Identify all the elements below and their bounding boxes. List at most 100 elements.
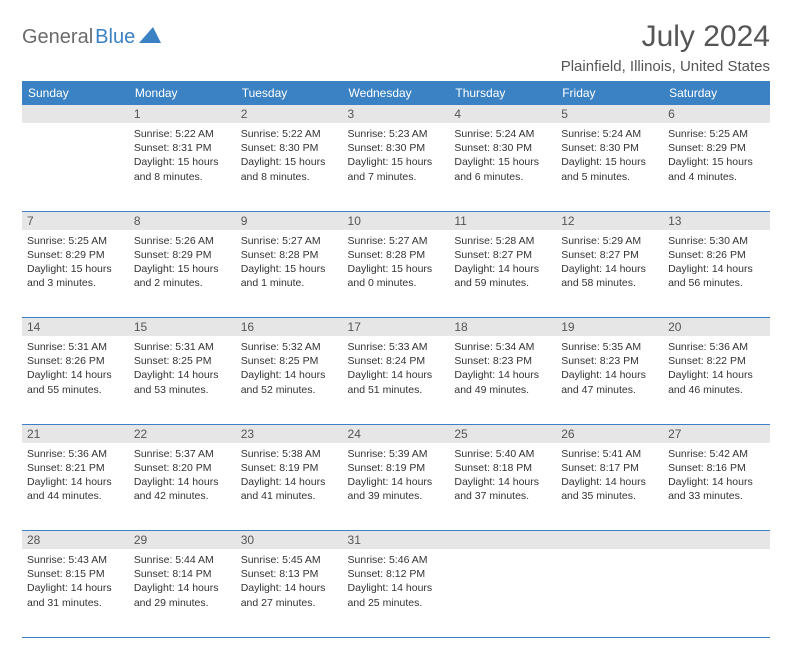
weekday-header: Wednesday [343,81,450,105]
daylight-text: Daylight: 14 hours and 55 minutes. [27,368,124,396]
sunset-text: Sunset: 8:30 PM [561,141,658,155]
day-cell: Sunrise: 5:31 AMSunset: 8:26 PMDaylight:… [22,336,129,424]
sunset-text: Sunset: 8:30 PM [348,141,445,155]
sunset-text: Sunset: 8:13 PM [241,567,338,581]
daylight-text: Daylight: 14 hours and 59 minutes. [454,262,551,290]
daylight-text: Daylight: 14 hours and 39 minutes. [348,475,445,503]
sunrise-text: Sunrise: 5:37 AM [134,447,231,461]
logo-text-blue: Blue [95,26,135,49]
sunset-text: Sunset: 8:12 PM [348,567,445,581]
day-number: 11 [449,211,556,230]
daylight-text: Daylight: 14 hours and 33 minutes. [668,475,765,503]
day-content-row: Sunrise: 5:31 AMSunset: 8:26 PMDaylight:… [22,336,770,424]
weekday-header: Monday [129,81,236,105]
sunset-text: Sunset: 8:28 PM [241,248,338,262]
sunrise-text: Sunrise: 5:30 AM [668,234,765,248]
sunrise-text: Sunrise: 5:38 AM [241,447,338,461]
sunrise-text: Sunrise: 5:40 AM [454,447,551,461]
sunrise-text: Sunrise: 5:26 AM [134,234,231,248]
daylight-text: Daylight: 14 hours and 53 minutes. [134,368,231,396]
weekday-header: Thursday [449,81,556,105]
day-cell: Sunrise: 5:42 AMSunset: 8:16 PMDaylight:… [663,443,770,531]
sunrise-text: Sunrise: 5:34 AM [454,340,551,354]
day-cell: Sunrise: 5:32 AMSunset: 8:25 PMDaylight:… [236,336,343,424]
sunrise-text: Sunrise: 5:43 AM [27,553,124,567]
sunset-text: Sunset: 8:25 PM [134,354,231,368]
day-cell: Sunrise: 5:23 AMSunset: 8:30 PMDaylight:… [343,123,450,211]
day-number: 29 [129,531,236,550]
daylight-text: Daylight: 14 hours and 35 minutes. [561,475,658,503]
day-content-row: Sunrise: 5:25 AMSunset: 8:29 PMDaylight:… [22,230,770,318]
day-number: 3 [343,105,450,123]
day-number: 13 [663,211,770,230]
day-number: 5 [556,105,663,123]
day-cell: Sunrise: 5:22 AMSunset: 8:31 PMDaylight:… [129,123,236,211]
day-number: 26 [556,424,663,443]
day-number-row: 14151617181920 [22,318,770,337]
sunset-text: Sunset: 8:25 PM [241,354,338,368]
sunrise-text: Sunrise: 5:24 AM [561,127,658,141]
daylight-text: Daylight: 14 hours and 58 minutes. [561,262,658,290]
day-number: 6 [663,105,770,123]
daylight-text: Daylight: 15 hours and 4 minutes. [668,155,765,183]
day-number: 27 [663,424,770,443]
sunrise-text: Sunrise: 5:44 AM [134,553,231,567]
sunrise-text: Sunrise: 5:31 AM [27,340,124,354]
day-cell: Sunrise: 5:41 AMSunset: 8:17 PMDaylight:… [556,443,663,531]
day-cell: Sunrise: 5:30 AMSunset: 8:26 PMDaylight:… [663,230,770,318]
day-cell: Sunrise: 5:24 AMSunset: 8:30 PMDaylight:… [449,123,556,211]
day-number: 30 [236,531,343,550]
day-cell [556,549,663,637]
day-number-row: 123456 [22,105,770,123]
sunrise-text: Sunrise: 5:41 AM [561,447,658,461]
sunrise-text: Sunrise: 5:45 AM [241,553,338,567]
daylight-text: Daylight: 14 hours and 44 minutes. [27,475,124,503]
sunset-text: Sunset: 8:29 PM [27,248,124,262]
day-cell: Sunrise: 5:43 AMSunset: 8:15 PMDaylight:… [22,549,129,637]
daylight-text: Daylight: 14 hours and 49 minutes. [454,368,551,396]
sunset-text: Sunset: 8:29 PM [134,248,231,262]
weekday-header: Saturday [663,81,770,105]
sunrise-text: Sunrise: 5:23 AM [348,127,445,141]
sunrise-text: Sunrise: 5:46 AM [348,553,445,567]
day-cell: Sunrise: 5:31 AMSunset: 8:25 PMDaylight:… [129,336,236,424]
sunrise-text: Sunrise: 5:25 AM [27,234,124,248]
sunset-text: Sunset: 8:19 PM [241,461,338,475]
sunset-text: Sunset: 8:31 PM [134,141,231,155]
logo-triangle-icon [139,27,161,48]
sunset-text: Sunset: 8:28 PM [348,248,445,262]
sunset-text: Sunset: 8:26 PM [27,354,124,368]
day-cell: Sunrise: 5:25 AMSunset: 8:29 PMDaylight:… [22,230,129,318]
sunrise-text: Sunrise: 5:39 AM [348,447,445,461]
day-cell: Sunrise: 5:27 AMSunset: 8:28 PMDaylight:… [343,230,450,318]
day-cell: Sunrise: 5:45 AMSunset: 8:13 PMDaylight:… [236,549,343,637]
day-cell: Sunrise: 5:40 AMSunset: 8:18 PMDaylight:… [449,443,556,531]
sunset-text: Sunset: 8:23 PM [454,354,551,368]
daylight-text: Daylight: 14 hours and 31 minutes. [27,581,124,609]
day-cell: Sunrise: 5:29 AMSunset: 8:27 PMDaylight:… [556,230,663,318]
day-cell: Sunrise: 5:38 AMSunset: 8:19 PMDaylight:… [236,443,343,531]
weekday-header: Friday [556,81,663,105]
day-number: 21 [22,424,129,443]
day-number [556,531,663,550]
day-number: 9 [236,211,343,230]
daylight-text: Daylight: 15 hours and 3 minutes. [27,262,124,290]
logo-text-general: General [22,26,93,49]
daylight-text: Daylight: 15 hours and 7 minutes. [348,155,445,183]
day-cell: Sunrise: 5:39 AMSunset: 8:19 PMDaylight:… [343,443,450,531]
day-cell: Sunrise: 5:36 AMSunset: 8:22 PMDaylight:… [663,336,770,424]
weekday-header: Sunday [22,81,129,105]
day-cell: Sunrise: 5:22 AMSunset: 8:30 PMDaylight:… [236,123,343,211]
day-number: 31 [343,531,450,550]
sunrise-text: Sunrise: 5:28 AM [454,234,551,248]
day-cell [449,549,556,637]
daylight-text: Daylight: 15 hours and 2 minutes. [134,262,231,290]
day-content-row: Sunrise: 5:43 AMSunset: 8:15 PMDaylight:… [22,549,770,637]
day-content-row: Sunrise: 5:36 AMSunset: 8:21 PMDaylight:… [22,443,770,531]
day-number: 8 [129,211,236,230]
sunset-text: Sunset: 8:30 PM [241,141,338,155]
day-cell: Sunrise: 5:34 AMSunset: 8:23 PMDaylight:… [449,336,556,424]
daylight-text: Daylight: 14 hours and 37 minutes. [454,475,551,503]
sunset-text: Sunset: 8:17 PM [561,461,658,475]
header: GeneralBlue July 2024 Plainfield, Illino… [22,20,770,75]
